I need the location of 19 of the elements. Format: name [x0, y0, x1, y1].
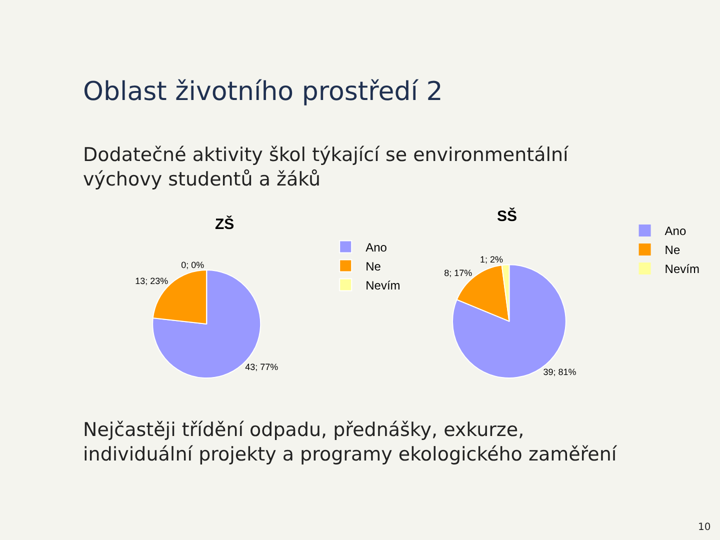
text: 0; 0%	[181, 260, 204, 270]
chart-title: ZŠ	[215, 215, 234, 233]
data-label: 8; 17%	[444, 268, 472, 278]
text: Oblast životního prostředí 2	[83, 77, 443, 107]
legend-label: Ne	[664, 243, 680, 258]
text: Dodatečné aktivity škol týkající se environmentální výchovy studentů a žáků	[83, 144, 570, 191]
chart-title: SŠ	[497, 207, 518, 225]
legend-label: Nevím	[664, 262, 700, 276]
text: Nejčastěji třídění odpadu, přednášky, exkurze, individuální projekty a programy ekologického zaměření	[83, 419, 618, 466]
pie-slice	[152, 270, 262, 378]
legend-label: Ne	[366, 259, 382, 274]
data-label: 1; 2%	[480, 254, 503, 265]
data-label: 43; 77%	[245, 362, 278, 372]
data-label: 13; 23%	[135, 276, 168, 286]
legend-label: Ano	[366, 240, 388, 254]
legend-label: Ano	[664, 224, 686, 238]
text: 10	[698, 522, 711, 533]
legend-label: Nevím	[366, 278, 400, 292]
data-label: 39; 81%	[543, 366, 576, 377]
